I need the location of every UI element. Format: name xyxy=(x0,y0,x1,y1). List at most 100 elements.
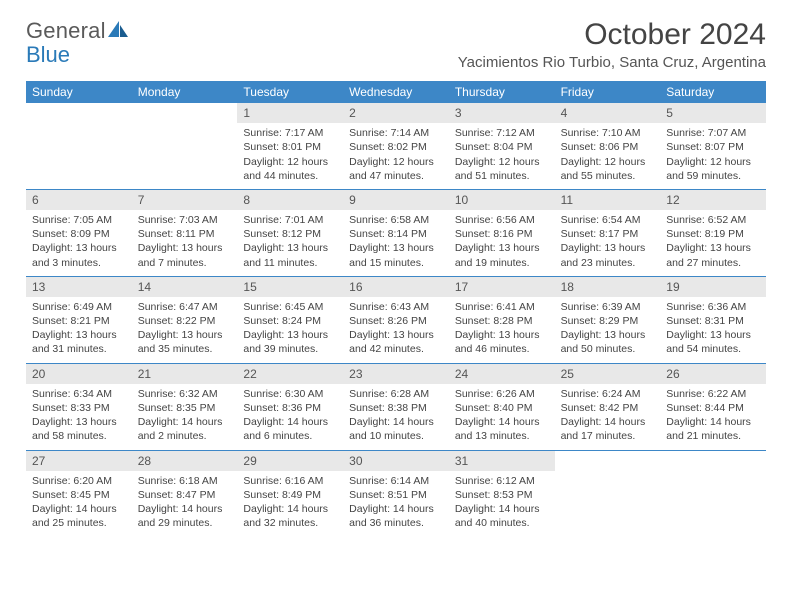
daylight-line: Daylight: 13 hours and 27 minutes. xyxy=(666,241,760,269)
day-cell: 2 Sunrise: 7:14 AMSunset: 8:02 PMDaylight… xyxy=(343,103,449,189)
daylight-line: Daylight: 13 hours and 58 minutes. xyxy=(32,415,126,443)
day-cell: 30 Sunrise: 6:14 AMSunset: 8:51 PMDayligh… xyxy=(343,451,449,537)
daylight-line: Daylight: 13 hours and 50 minutes. xyxy=(561,328,655,356)
day-cell: 17 Sunrise: 6:41 AMSunset: 8:28 PMDayligh… xyxy=(449,277,555,363)
sunrise-line: Sunrise: 6:45 AM xyxy=(243,300,337,314)
sunrise-line: Sunrise: 6:47 AM xyxy=(138,300,232,314)
calendar: SundayMondayTuesdayWednesdayThursdayFrid… xyxy=(26,81,766,536)
day-cell: 12 Sunrise: 6:52 AMSunset: 8:19 PMDayligh… xyxy=(660,190,766,276)
sunrise-line: Sunrise: 6:39 AM xyxy=(561,300,655,314)
sunset-line: Sunset: 8:29 PM xyxy=(561,314,655,328)
day-number: 1 xyxy=(237,103,343,123)
sunrise-line: Sunrise: 6:28 AM xyxy=(349,387,443,401)
sunrise-line: Sunrise: 6:52 AM xyxy=(666,213,760,227)
day-header-friday: Friday xyxy=(555,81,661,103)
title-block: October 2024 Yacimientos Rio Turbio, San… xyxy=(458,18,766,71)
day-number: 29 xyxy=(237,451,343,471)
sunset-line: Sunset: 8:07 PM xyxy=(666,140,760,154)
daylight-line: Daylight: 13 hours and 11 minutes. xyxy=(243,241,337,269)
day-cell: 24Sunrise: 6:26 AMSunset: 8:40 PMDayligh… xyxy=(449,364,555,450)
daylight-line: Daylight: 12 hours and 51 minutes. xyxy=(455,155,549,183)
day-number: 3 xyxy=(449,103,555,123)
sunset-line: Sunset: 8:42 PM xyxy=(561,401,655,415)
sunrise-line: Sunrise: 6:14 AM xyxy=(349,474,443,488)
day-number: 10 xyxy=(449,190,555,210)
day-number: 25 xyxy=(555,364,661,384)
week-row: 27 Sunrise: 6:20 AMSunset: 8:45 PM Dayligh… xyxy=(26,451,766,537)
sunrise-line: Sunrise: 6:49 AM xyxy=(32,300,126,314)
day-cell: 9Sunrise: 6:58 AMSunset: 8:14 PMDaylight… xyxy=(343,190,449,276)
day-cell: 31Sunrise: 6:12 AMSunset: 8:53 PMDayligh… xyxy=(449,451,555,537)
day-number: 15 xyxy=(237,277,343,297)
week-row: 20Sunrise: 6:34 AMSunset: 8:33 PMDayligh… xyxy=(26,364,766,451)
sunset-line: Sunset: 8:38 PM xyxy=(349,401,443,415)
daylight-line: Daylight: 13 hours and 46 minutes. xyxy=(455,328,549,356)
sunset-line: Sunset: 8:21 PM xyxy=(32,314,126,328)
daylight-line: Daylight: 13 hours and 54 minutes. xyxy=(666,328,760,356)
daylight-line: Daylight: 13 hours and 42 minutes. xyxy=(349,328,443,356)
week-row: 13Sunrise: 6:49 AMSunset: 8:21 PMDayligh… xyxy=(26,277,766,364)
day-number: 2 xyxy=(343,103,449,123)
day-cell: 19Sunrise: 6:36 AMSunset: 8:31 PMDayligh… xyxy=(660,277,766,363)
day-cell: 14Sunrise: 6:47 AMSunset: 8:22 PMDayligh… xyxy=(132,277,238,363)
day-number: 4 xyxy=(555,103,661,123)
sunset-line: Sunset: 8:02 PM xyxy=(349,140,443,154)
daylight-line: Daylight: 12 hours and 59 minutes. xyxy=(666,155,760,183)
daylight-line: Daylight: 14 hours and 36 minutes. xyxy=(349,502,443,530)
sunrise-line: Sunrise: 7:03 AM xyxy=(138,213,232,227)
sunset-line: Sunset: 8:51 PM xyxy=(349,488,443,502)
day-cell: 6Sunrise: 7:05 AMSunset: 8:09 PMDaylight… xyxy=(26,190,132,276)
day-number: 8 xyxy=(237,190,343,210)
daylight-line: Daylight: 12 hours and 47 minutes. xyxy=(349,155,443,183)
day-number: 5 xyxy=(660,103,766,123)
daylight-line: Daylight: 14 hours and 29 minutes. xyxy=(138,502,232,530)
sunrise-line: Sunrise: 7:14 AM xyxy=(349,126,443,140)
day-cell: 18 Sunrise: 6:39 AMSunset: 8:29 PMDayligh… xyxy=(555,277,661,363)
daylight-line: Daylight: 13 hours and 23 minutes. xyxy=(561,241,655,269)
daylight-line: Daylight: 14 hours and 21 minutes. xyxy=(666,415,760,443)
sunset-line: Sunset: 8:22 PM xyxy=(138,314,232,328)
daylight-line: Daylight: 14 hours and 40 minutes. xyxy=(455,502,549,530)
sunset-line: Sunset: 8:28 PM xyxy=(455,314,549,328)
empty-cell xyxy=(132,103,238,189)
sunrise-line: Sunrise: 6:54 AM xyxy=(561,213,655,227)
daylight-line: Daylight: 13 hours and 35 minutes. xyxy=(138,328,232,356)
sunset-line: Sunset: 8:19 PM xyxy=(666,227,760,241)
day-number: 30 xyxy=(343,451,449,471)
sunset-line: Sunset: 8:47 PM xyxy=(138,488,232,502)
day-cell: 23Sunrise: 6:28 AMSunset: 8:38 PMDayligh… xyxy=(343,364,449,450)
sunrise-line: Sunrise: 6:20 AM xyxy=(32,474,126,488)
sunrise-line: Sunrise: 6:34 AM xyxy=(32,387,126,401)
logo-text-gray: General xyxy=(26,18,106,44)
sunset-line: Sunset: 8:09 PM xyxy=(32,227,126,241)
daylight-line: Daylight: 13 hours and 15 minutes. xyxy=(349,241,443,269)
logo-text-blue: Blue xyxy=(26,42,70,68)
sunrise-line: Sunrise: 6:41 AM xyxy=(455,300,549,314)
sunset-line: Sunset: 8:12 PM xyxy=(243,227,337,241)
sunrise-line: Sunrise: 6:12 AM xyxy=(455,474,549,488)
sunrise-line: Sunrise: 7:17 AM xyxy=(243,126,337,140)
day-number: 27 xyxy=(26,451,132,471)
day-number: 19 xyxy=(660,277,766,297)
sunrise-line: Sunrise: 6:24 AM xyxy=(561,387,655,401)
day-cell: 5Sunrise: 7:07 AMSunset: 8:07 PMDaylight… xyxy=(660,103,766,189)
logo: General xyxy=(26,18,130,44)
daylight-line: Daylight: 13 hours and 3 minutes. xyxy=(32,241,126,269)
day-cell: 22Sunrise: 6:30 AMSunset: 8:36 PMDayligh… xyxy=(237,364,343,450)
sunset-line: Sunset: 8:36 PM xyxy=(243,401,337,415)
day-number: 17 xyxy=(449,277,555,297)
day-cell: 27Sunrise: 6:20 AMSunset: 8:45 PMDayligh… xyxy=(26,451,132,537)
day-number: 24 xyxy=(449,364,555,384)
day-header-saturday: Saturday xyxy=(660,81,766,103)
daylight-line: Daylight: 14 hours and 2 minutes. xyxy=(138,415,232,443)
day-cell: 4Sunrise: 7:10 AMSunset: 8:06 PMDaylight… xyxy=(555,103,661,189)
sunset-line: Sunset: 8:06 PM xyxy=(561,140,655,154)
sunrise-line: Sunrise: 6:22 AM xyxy=(666,387,760,401)
day-number: 18 xyxy=(555,277,661,297)
sunset-line: Sunset: 8:45 PM xyxy=(32,488,126,502)
week-row: 1Sunrise: 7:17 AMSunset: 8:01 PMDaylight… xyxy=(26,103,766,190)
daylight-line: Daylight: 12 hours and 44 minutes. xyxy=(243,155,337,183)
daylight-line: Daylight: 14 hours and 32 minutes. xyxy=(243,502,337,530)
day-number: 12 xyxy=(660,190,766,210)
day-number: 21 xyxy=(132,364,238,384)
